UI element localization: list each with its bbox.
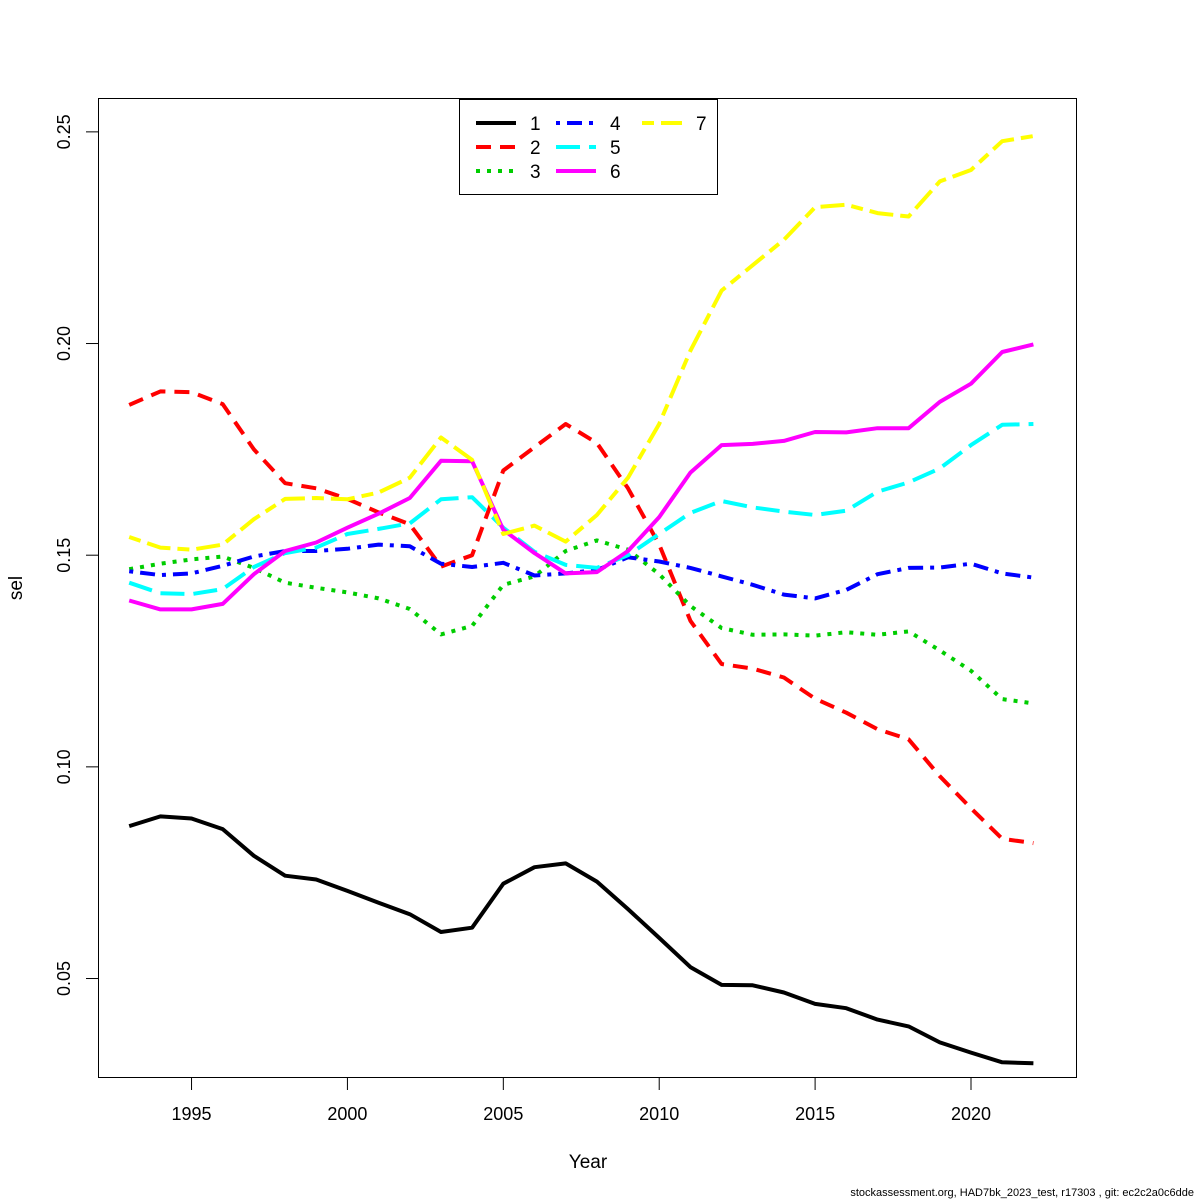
series-line-6 [128,342,1034,612]
x-tick-label: 2005 [483,1104,523,1124]
y-axis: 0.05 0.10 0.15 0.20 0.25 [54,114,98,996]
legend-label-4: 4 [610,114,621,135]
series-line-1 [128,814,1034,1066]
y-tick-label: 0.05 [54,961,74,996]
x-tick-label: 2010 [639,1104,679,1124]
x-tick-label: 2000 [327,1104,367,1124]
series-line-2 [128,389,1034,846]
series-line-7 [128,134,1034,552]
legend-label-2: 2 [530,138,541,159]
legend-label-1: 1 [530,114,541,135]
legend-label-7: 7 [696,114,707,135]
plot-frame [98,98,1077,1078]
legend-box [459,99,718,195]
y-tick-label: 0.10 [54,749,74,784]
y-tick-label: 0.25 [54,114,74,149]
legend-label-6: 6 [610,162,621,183]
x-axis: 1995 2000 2005 2010 2015 2020 [172,1078,991,1124]
x-tick-label: 2015 [795,1104,835,1124]
footer-note: stockassessment.org, HAD7bk_2023_test, r… [850,1187,1194,1199]
legend-label-3: 3 [530,162,541,183]
series-line-3 [128,538,1034,706]
series-layer [128,134,1034,1066]
legend: 1 2 3 4 5 6 7 [459,99,718,195]
x-tick-label: 1995 [172,1104,212,1124]
x-axis-title: Year [569,1152,608,1173]
x-tick-label: 2020 [951,1104,991,1124]
y-tick-label: 0.15 [54,538,74,573]
legend-label-5: 5 [610,138,621,159]
series-line-5 [128,422,1034,597]
y-axis-title: sel [6,576,27,600]
y-tick-label: 0.20 [54,326,74,361]
